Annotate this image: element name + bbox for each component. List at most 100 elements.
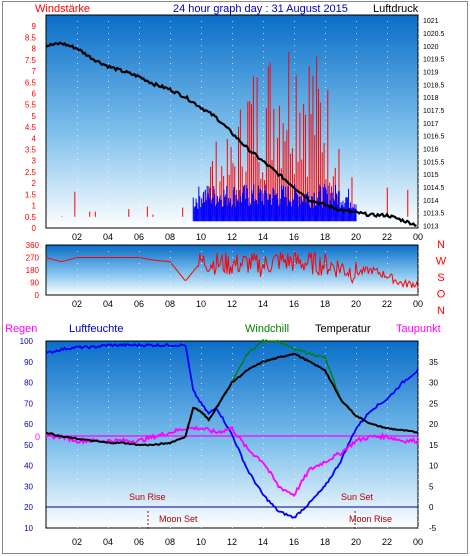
grid-dot — [201, 81, 202, 82]
grid-dot — [232, 461, 233, 462]
grid-dot — [356, 153, 357, 154]
grid-dot — [418, 455, 419, 456]
grid-dot — [418, 111, 419, 112]
grid-dot — [263, 527, 264, 528]
grid-dot — [139, 251, 140, 252]
grid-dot — [325, 81, 326, 82]
grid-dot — [263, 419, 264, 420]
grid-dot — [108, 269, 109, 270]
grid-dot — [387, 293, 388, 294]
grid-dot — [108, 509, 109, 510]
grid-dot — [201, 135, 202, 136]
x-tick-label-middle: 08 — [165, 299, 175, 309]
grid-dot — [201, 257, 202, 258]
grid-dot — [356, 75, 357, 76]
grid-dot — [108, 201, 109, 202]
humidity-y-tick: 20 — [24, 503, 33, 512]
grid-dot — [77, 473, 78, 474]
grid-dot — [263, 171, 264, 172]
grid-dot — [170, 425, 171, 426]
grid-dot — [170, 123, 171, 124]
grid-dot — [325, 353, 326, 354]
grid-dot — [201, 497, 202, 498]
grid-dot — [263, 45, 264, 46]
grid-dot — [325, 165, 326, 166]
grid-dot — [139, 105, 140, 106]
grid-dot — [77, 275, 78, 276]
grid-dot — [232, 419, 233, 420]
grid-dot — [387, 51, 388, 52]
grid-dot — [263, 401, 264, 402]
grid-dot — [294, 389, 295, 390]
grid-dot — [201, 87, 202, 88]
grid-dot — [418, 159, 419, 160]
grid-dot — [201, 275, 202, 276]
grid-dot — [418, 287, 419, 288]
wind-y-tick: 4.5 — [25, 123, 37, 132]
grid-dot — [263, 111, 264, 112]
grid-dot — [108, 503, 109, 504]
grid-dot — [263, 479, 264, 480]
grid-dot — [325, 389, 326, 390]
grid-dot — [263, 467, 264, 468]
grid-dot — [139, 275, 140, 276]
grid-dot — [232, 117, 233, 118]
grid-dot — [356, 371, 357, 372]
grid-dot — [139, 165, 140, 166]
grid-dot — [387, 371, 388, 372]
grid-dot — [108, 347, 109, 348]
grid-dot — [263, 81, 264, 82]
grid-dot — [294, 485, 295, 486]
grid-dot — [170, 479, 171, 480]
grid-dot — [418, 129, 419, 130]
grid-dot — [294, 129, 295, 130]
grid-dot — [139, 63, 140, 64]
grid-dot — [170, 473, 171, 474]
grid-dot — [418, 353, 419, 354]
grid-dot — [418, 359, 419, 360]
wind-axis-title: Windstärke — [35, 3, 90, 15]
grid-dot — [263, 521, 264, 522]
grid-dot — [418, 479, 419, 480]
grid-dot — [356, 473, 357, 474]
grid-dot — [263, 225, 264, 226]
x-tick-label-bottom: 18 — [320, 537, 330, 547]
grid-dot — [108, 287, 109, 288]
grid-dot — [170, 401, 171, 402]
grid-dot — [232, 425, 233, 426]
grid-dot — [387, 269, 388, 270]
grid-dot — [418, 401, 419, 402]
grid-dot — [77, 39, 78, 40]
grid-dot — [263, 455, 264, 456]
grid-dot — [418, 395, 419, 396]
grid-dot — [232, 57, 233, 58]
grid-dot — [356, 33, 357, 34]
grid-dot — [294, 479, 295, 480]
grid-dot — [356, 183, 357, 184]
grid-dot — [263, 93, 264, 94]
grid-dot — [263, 165, 264, 166]
grid-dot — [108, 521, 109, 522]
grid-dot — [356, 93, 357, 94]
grid-dot — [77, 383, 78, 384]
grid-dot — [356, 275, 357, 276]
grid-dot — [356, 407, 357, 408]
grid-dot — [232, 365, 233, 366]
grid-dot — [325, 135, 326, 136]
grid-dot — [108, 129, 109, 130]
grid-dot — [170, 275, 171, 276]
grid-dot — [139, 455, 140, 456]
grid-dot — [77, 171, 78, 172]
grid-dot — [139, 39, 140, 40]
wind-y-tick: 8.5 — [25, 33, 37, 42]
grid-dot — [325, 39, 326, 40]
grid-dot — [201, 69, 202, 70]
grid-dot — [232, 93, 233, 94]
x-tick-label-top: 08 — [165, 232, 175, 242]
grid-dot — [201, 467, 202, 468]
grid-dot — [325, 437, 326, 438]
grid-dot — [77, 407, 78, 408]
grid-dot — [263, 105, 264, 106]
grid-dot — [356, 443, 357, 444]
grid-dot — [294, 407, 295, 408]
